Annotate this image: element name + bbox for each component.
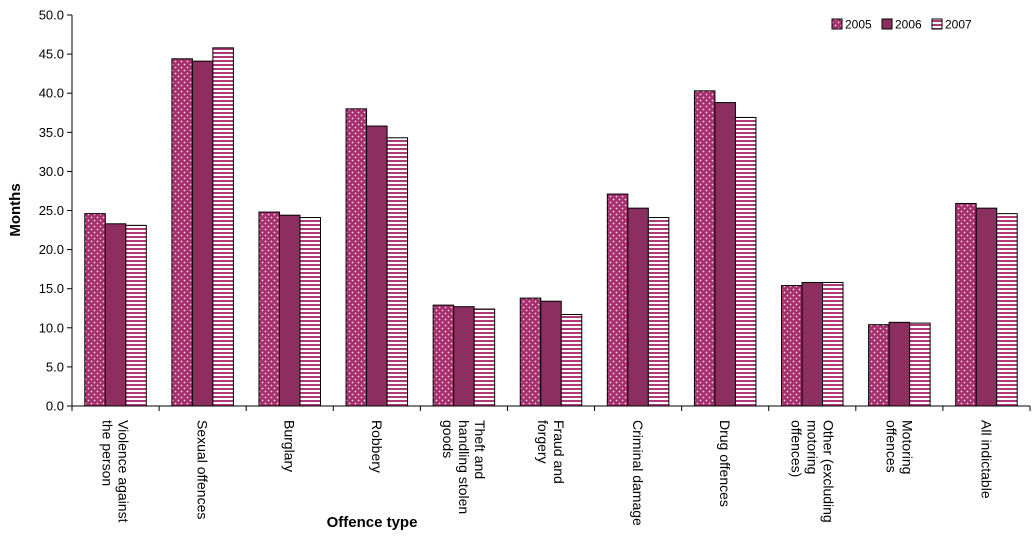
x-category-label: Burglary (282, 420, 298, 472)
bar-2007 (125, 224, 147, 407)
x-category-label-line: Violence against (116, 420, 132, 523)
bar-2005 (868, 324, 890, 407)
y-tick-label: 25.0 (39, 203, 64, 218)
legend-swatch-2006 (881, 18, 893, 30)
bar-2007 (560, 314, 583, 407)
bar-2006 (540, 300, 562, 407)
bar-2006 (366, 125, 388, 407)
y-tick-label: 40.0 (39, 86, 64, 101)
bar-2006 (801, 281, 824, 407)
bar-2007 (822, 281, 844, 407)
bar-2007 (212, 47, 234, 407)
x-category-label-line: Sexual offences (195, 420, 211, 519)
y-tick-label: 0.0 (46, 399, 64, 414)
bar-2006 (278, 214, 301, 407)
bar-2007 (647, 217, 670, 407)
bar-2005 (693, 90, 716, 407)
y-tick-label: 50.0 (39, 8, 64, 23)
legend-swatch-2005 (831, 18, 843, 30)
bar-2006 (104, 223, 127, 407)
y-axis: 0.0 5.0 10.0 15.0 20.0 25.0 30.0 35.0 40.0 45.0 50… (39, 8, 73, 414)
bar-2006 (191, 60, 214, 407)
x-category-label-line: All indictable (978, 420, 994, 499)
x-category-label-line: Drug offences (717, 420, 733, 507)
bar-2006 (714, 102, 736, 407)
x-category-label: Drug offences (717, 420, 733, 507)
x-category-label-line: the person (100, 420, 116, 486)
bar-2007 (386, 137, 409, 407)
bar-2005 (432, 304, 455, 407)
y-tick-label: 5.0 (46, 359, 64, 374)
bar-2006 (453, 306, 475, 407)
legend-swatch-2007 (931, 18, 943, 30)
bar-2007 (473, 308, 496, 407)
bars-group (84, 47, 1018, 407)
bar-2005 (258, 211, 280, 407)
bar-2007 (299, 217, 321, 407)
legend-label: 2005 (845, 18, 872, 32)
x-category-label-line: goods (440, 420, 456, 458)
legend: 2005 2006 2007 (831, 18, 972, 32)
x-category-label-line: Fraud and (551, 420, 567, 484)
x-category-label: Sexual offences (195, 420, 211, 519)
x-category-label-line: motoring (804, 420, 820, 474)
x-category-label-line: offences (883, 420, 899, 473)
x-category-label: Robbery (369, 420, 385, 473)
x-category-label-line: Theft and (472, 420, 488, 479)
x-category-label-line: offences) (788, 420, 804, 477)
bar-2007 (909, 322, 931, 407)
y-axis-title: Months (7, 183, 24, 236)
x-category-label-line: handling stolen (456, 420, 472, 514)
x-category-label-line: Other (excluding (820, 420, 836, 523)
y-tick-label: 20.0 (39, 242, 64, 257)
y-tick-label: 45.0 (39, 47, 64, 62)
x-category-label-line: Criminal damage (630, 420, 646, 526)
bar-2006 (975, 207, 998, 407)
bar-2007 (734, 116, 757, 407)
bar-2007 (996, 213, 1018, 407)
bar-2006 (627, 207, 649, 407)
x-category-label-line: forgery (535, 420, 551, 464)
bar-2006 (888, 321, 911, 407)
y-tick-label: 35.0 (39, 125, 64, 140)
bar-2005 (781, 285, 803, 407)
x-category-label: Criminal damage (630, 420, 646, 526)
legend-label: 2007 (945, 18, 972, 32)
bar-2005 (606, 193, 629, 407)
x-category-label: All indictable (978, 420, 994, 499)
bar-2005 (345, 108, 368, 407)
y-tick-label: 15.0 (39, 281, 64, 296)
legend-label: 2006 (895, 18, 922, 32)
x-category-label-line: Burglary (282, 420, 298, 472)
bar-2005 (955, 202, 977, 407)
bar-2005 (84, 213, 106, 407)
x-category-label-line: Robbery (369, 420, 385, 473)
y-tick-label: 30.0 (39, 164, 64, 179)
bar-2005 (171, 58, 193, 407)
x-category-label-line: Motoring (899, 420, 915, 474)
x-axis-title: Offence type (327, 514, 418, 531)
bar-2005 (519, 297, 542, 407)
y-tick-label: 10.0 (39, 320, 64, 335)
